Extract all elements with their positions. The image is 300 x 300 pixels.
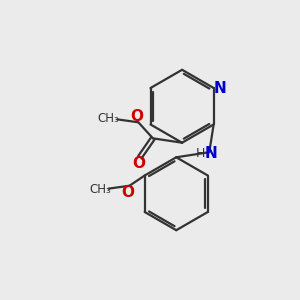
Text: O: O xyxy=(130,109,143,124)
Text: CH₃: CH₃ xyxy=(89,183,111,196)
Text: N: N xyxy=(214,80,226,95)
Text: N: N xyxy=(204,146,217,160)
Text: O: O xyxy=(122,184,135,200)
Text: O: O xyxy=(132,156,145,171)
Text: H: H xyxy=(195,147,205,160)
Text: CH₃: CH₃ xyxy=(98,112,119,125)
